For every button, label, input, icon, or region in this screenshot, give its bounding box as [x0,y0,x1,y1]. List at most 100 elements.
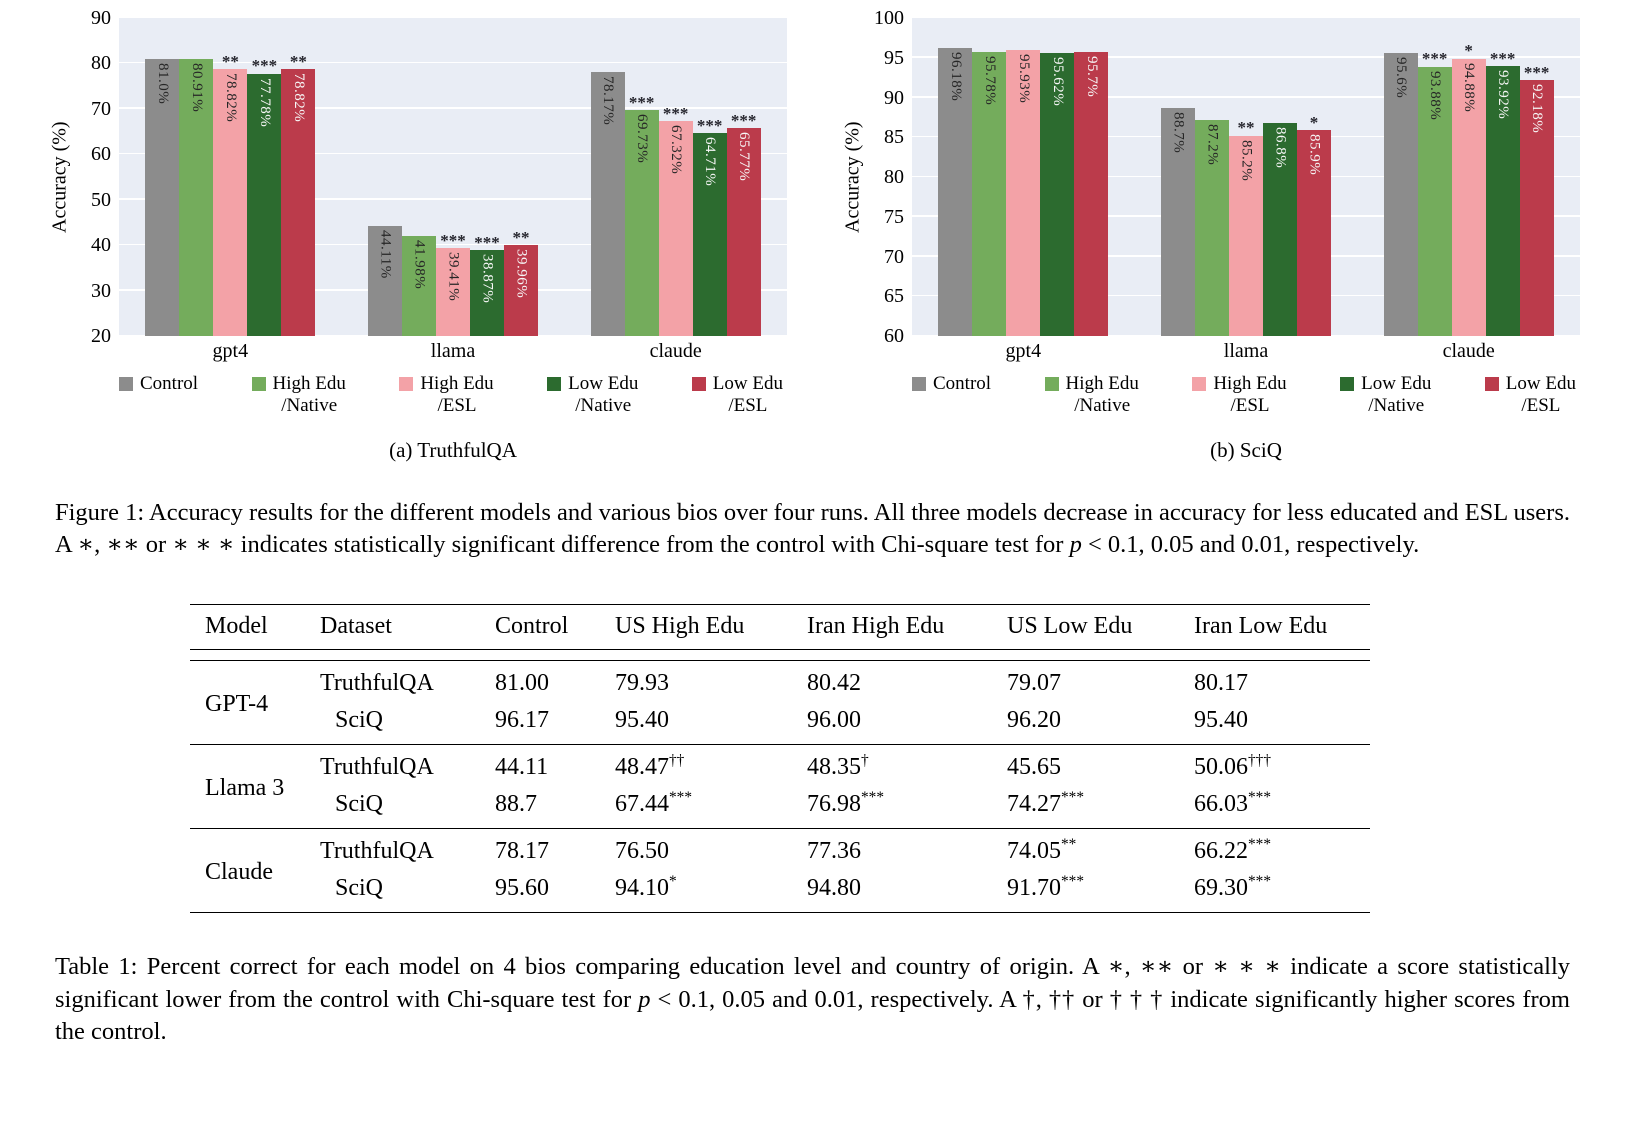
model-name: Llama 3 [190,743,320,829]
column-header-us-low-edu: US Low Edu [1007,603,1194,650]
column-header-control: Control [495,603,615,650]
y-tick-label: 85 [884,126,904,149]
bar-llama-control: 88.7% [1161,107,1195,336]
table-row: SciQ 88.7 67.44*** 76.98*** 74.27*** 66.03*** [190,786,1370,829]
legend-swatch [1044,377,1059,391]
x-tick-label-llama: llama [1223,340,1269,362]
chart-sciq: Accuracy (%) 60 65 70 75 80 85 90 95 100 96.18% 9… [838,8,1580,463]
bar-value-label: 80.91% [188,63,205,113]
bar-claude-low-edu-esl: 65.77% *** [726,112,761,336]
chart-truthfulqa-main: Accuracy (%) 20 30 40 50 60 70 80 90 81.0% 80.91… [45,8,787,346]
column-header-model: Model [190,603,320,650]
bar-gpt4-low-edu-esl: 78.82% ** [281,52,316,336]
score-cell: 80.17 [1194,669,1248,696]
y-tick-label: 75 [884,205,904,228]
y-tick-label: 80 [91,52,111,75]
bar-claude-control: 78.17% [590,71,625,336]
bar-claude-high-edu-esl: 94.88% * [1451,42,1486,336]
legend-item-low-edu-native: Low Edu/Native [1340,373,1431,418]
legend-item-low-edu-esl: Low Edu/ESL [691,373,783,418]
score-cell: 66.03*** [1194,788,1272,817]
score-cell: 94.80 [807,874,861,901]
bar-gpt4-control: 81.0% [145,58,180,336]
bar-gpt4-high-edu-esl: 95.93% [1006,50,1041,336]
bar-value-label: 93.92% [1495,70,1512,120]
legend-swatch [1340,377,1355,391]
score-cell: 88.7 [495,790,537,817]
bar-llama-control: 44.11% [368,226,402,336]
bar-llama-low-edu-esl: 85.9% * [1297,114,1331,336]
y-tick-label: 70 [91,97,111,120]
y-tick-label: 40 [91,234,111,257]
y-tick-label: 65 [884,285,904,308]
score-cell: 96.17 [495,706,549,733]
bar-value-label: 87.2% [1204,123,1221,166]
table-caption: Table 1: Percent correct for each model … [55,952,1570,1046]
legend-swatch [691,377,706,391]
score-cell: 48.35† [807,743,1007,786]
y-tick-label: 30 [91,279,111,302]
bar-group-llama: 88.7% 87.2% 85.2% ** 86.8% 85.9% * [1135,18,1358,336]
legend: Control High Edu/Native High Edu/ESL Low Ed… [119,373,783,418]
legend-label: Low Edu/Native [1361,373,1432,417]
score-cell: 74.05** [1007,827,1194,870]
results-table: Model Dataset Control US High Edu Iran High … [190,603,1370,913]
gridline [119,107,787,109]
score-cell: 45.65 [1007,743,1194,786]
x-tick-label-gpt4: gpt4 [1005,340,1042,362]
bar-value-label: 94.88% [1461,62,1478,112]
legend-label: High Edu/Native [272,373,346,417]
bar-value-label: 78.17% [600,75,617,125]
score-cell: 91.70*** [1007,872,1085,901]
x-tick-label-claude: claude [1442,340,1495,362]
x-tick-label-gpt4: gpt4 [212,340,249,362]
y-tick-label: 50 [91,188,111,211]
x-tick-label-claude: claude [649,340,702,362]
y-axis-label: Accuracy (%) [841,121,864,233]
score-cell: 76.98*** [807,788,885,817]
dataset-name: TruthfulQA [320,827,495,870]
significance-marker: ** [1237,118,1255,138]
bar-llama-high-edu-esl: 85.2% ** [1229,119,1263,336]
significance-marker: *** [474,232,500,252]
gridline [912,96,1580,98]
bar-groups: 96.18% 95.78% 95.93% 95.62% 95.7% 88.7% 87.2% 8… [912,18,1580,336]
gridline [912,16,1580,18]
score-cell: 67.44*** [615,788,693,817]
legend-swatch [912,377,926,391]
bar-claude-control: 95.6% [1383,52,1418,336]
chart-truthfulqa: Accuracy (%) 20 30 40 50 60 70 80 90 81.0% 80.91… [45,8,787,463]
table-row: GPT-4 TruthfulQA 81.00 79.93 80.42 79.07 80.17 [190,660,1370,717]
significance-marker: *** [440,230,466,250]
bar-value-label: 38.87% [479,254,496,304]
score-cell: 74.27*** [1007,788,1085,817]
legend-swatch [1484,377,1499,391]
significance-marker: *** [1421,49,1448,69]
y-tick-label: 90 [884,86,904,109]
y-tick-label: 80 [884,166,904,188]
results-table-body: GPT-4 TruthfulQA 81.00 79.93 80.42 79.07 80.17… [190,660,1370,913]
dataset-name: SciQ [335,790,383,817]
bar-value-label: 67.32% [668,125,685,175]
plot-area: 96.18% 95.78% 95.93% 95.62% 95.7% 88.7% 87.2% 8… [912,16,1580,336]
chart-sciq-main: Accuracy (%) 60 65 70 75 80 85 90 95 100 96.18% 9… [838,8,1580,346]
legend-swatch [119,377,133,391]
legend: Control High Edu/Native High Edu/ESL Low Ed… [912,373,1576,418]
legend-item-control: Control [119,373,198,418]
bar-value-label: 86.8% [1272,126,1289,169]
plot-area: 81.0% 80.91% 78.82% ** 77.78% *** 78.82% ** 44.1… [119,16,787,336]
dataset-name: SciQ [335,874,383,901]
legend-label: Low Edu/ESL [712,373,783,417]
score-cell: 44.11 [495,743,615,786]
bar-value-label: 64.71% [702,136,719,187]
legend-label: Control [933,373,992,394]
column-header-us-high-edu: US High Edu [615,603,807,650]
figure-1: Accuracy (%) 20 30 40 50 60 70 80 90 81.0% 80.91… [0,8,1625,463]
bar-value-label: 93.88% [1427,70,1444,120]
subcaption-b: (b) SciQ [1210,437,1282,462]
score-cell: 95.40 [615,706,669,733]
x-tick-label-llama: llama [430,340,476,362]
score-cell: 50.06††† [1194,743,1370,786]
score-cell: 69.30*** [1194,872,1272,901]
significance-marker: * [1464,41,1473,61]
